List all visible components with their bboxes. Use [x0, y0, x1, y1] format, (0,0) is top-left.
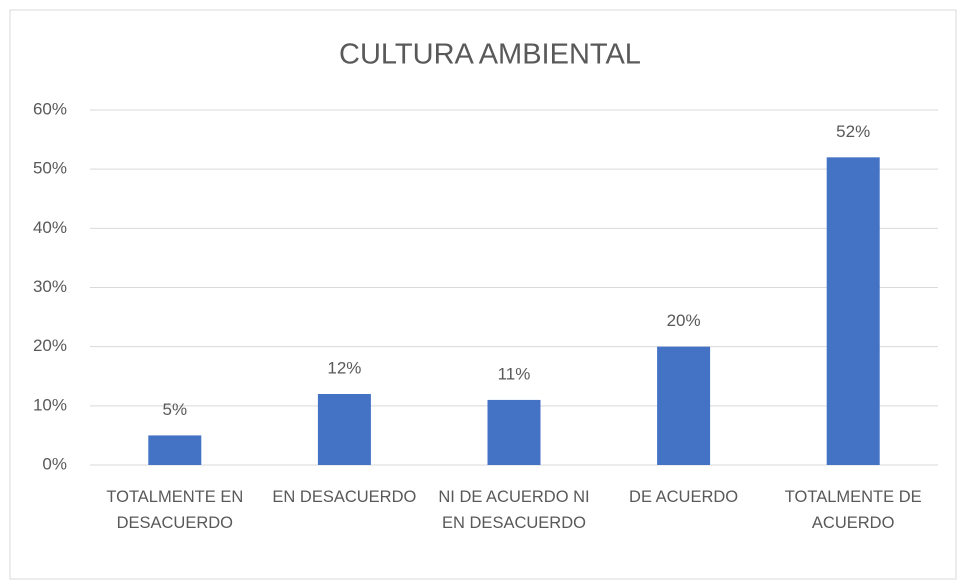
y-tick-label: 30% [33, 277, 67, 296]
x-tick-label: DE ACUERDO [629, 488, 739, 506]
bar [148, 435, 202, 465]
y-tick-label: 20% [33, 336, 67, 355]
bar [317, 394, 371, 465]
y-tick-label: 60% [33, 99, 67, 118]
y-tick-label: 0% [42, 454, 67, 473]
x-tick-label: TOTALMENTE DE ACUERDO [784, 488, 922, 532]
bar [657, 346, 711, 465]
data-label: 20% [667, 311, 701, 330]
x-tick-label: NI DE ACUERDO NI EN DESACUERDO [438, 488, 590, 532]
bar [826, 157, 880, 466]
y-tick-label: 50% [33, 159, 67, 178]
x-tick-label: TOTALMENTE EN DESACUERDO [106, 488, 244, 532]
bar [487, 399, 541, 465]
x-tick-label: EN DESACUERDO [272, 488, 417, 506]
y-tick-label: 10% [33, 395, 67, 414]
data-label: 5% [163, 400, 188, 419]
chart-title: CULTURA AMBIENTAL [339, 39, 641, 71]
data-label: 52% [836, 122, 870, 141]
y-tick-label: 40% [33, 218, 67, 237]
data-label: 12% [327, 358, 361, 377]
chart-frame [9, 9, 957, 580]
data-label: 11% [498, 364, 531, 383]
